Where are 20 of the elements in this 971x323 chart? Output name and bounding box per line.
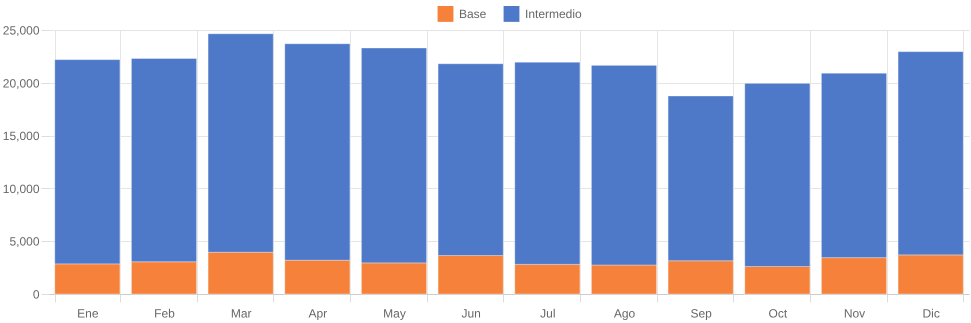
y-tick-label: 20,000 xyxy=(2,76,40,90)
y-tick-label: 15,000 xyxy=(2,129,40,144)
x-tick-label: Mar xyxy=(230,306,252,320)
y-tick-label: 5,000 xyxy=(9,234,40,249)
y-tick-label: 10,000 xyxy=(2,182,40,196)
y-tick-label: 0 xyxy=(32,288,40,302)
x-tick-label: Jun xyxy=(461,306,481,320)
legend-label: Intermedio xyxy=(525,6,582,21)
x-tick-label: Apr xyxy=(308,306,328,320)
x-tick-label: Ago xyxy=(614,306,636,320)
y-tick-label: 25,000 xyxy=(2,24,40,38)
x-tick-label: Nov xyxy=(844,306,866,320)
x-tick-label: Ene xyxy=(77,306,99,320)
x-tick-label: May xyxy=(383,306,406,320)
x-tick-label: Dic xyxy=(922,306,940,320)
x-tick-label: Feb xyxy=(154,306,176,320)
x-tick-label: Jul xyxy=(540,306,556,320)
x-tick-label: Sep xyxy=(690,306,712,320)
x-tick-label: Oct xyxy=(768,306,788,320)
legend-label: Base xyxy=(459,6,487,21)
